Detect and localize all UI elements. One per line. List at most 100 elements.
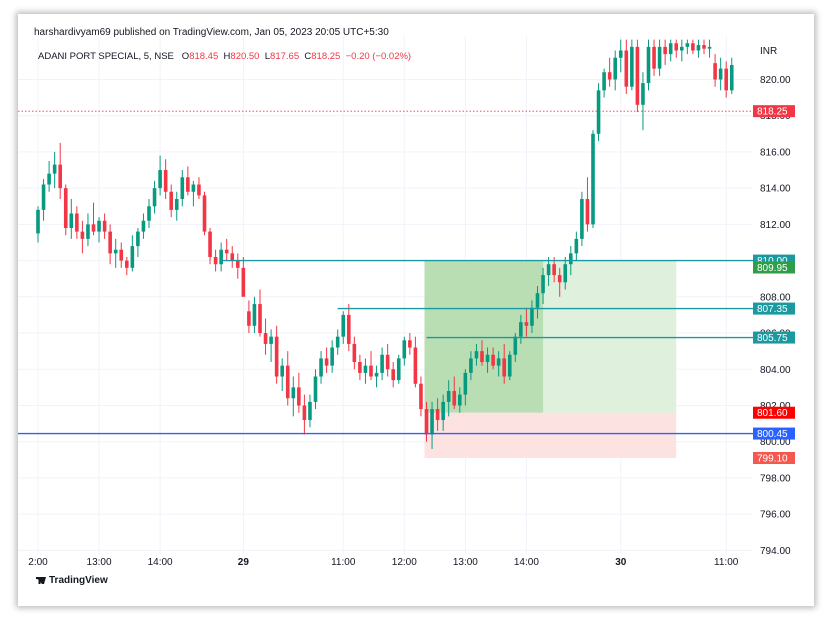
candle[interactable] xyxy=(374,365,379,388)
candle[interactable] xyxy=(180,170,185,207)
candle[interactable] xyxy=(236,253,240,279)
candle[interactable] xyxy=(602,68,606,98)
candlestick-chart[interactable]: 820.00818.00816.00814.00812.00810.00808.… xyxy=(18,14,814,606)
candle[interactable] xyxy=(507,351,512,381)
candle[interactable] xyxy=(269,329,273,363)
candle[interactable] xyxy=(147,199,151,228)
candle[interactable] xyxy=(402,336,407,366)
candle[interactable] xyxy=(624,39,629,94)
candle[interactable] xyxy=(718,57,723,91)
candle[interactable] xyxy=(291,376,296,417)
candle[interactable] xyxy=(413,336,418,388)
candle[interactable] xyxy=(197,177,201,200)
candle[interactable] xyxy=(646,39,651,91)
candle[interactable] xyxy=(474,343,479,366)
candle[interactable] xyxy=(707,39,712,58)
candle[interactable] xyxy=(580,191,584,247)
candle[interactable] xyxy=(69,199,74,239)
candle[interactable] xyxy=(485,347,490,373)
candle[interactable] xyxy=(302,394,307,435)
candle[interactable] xyxy=(113,238,118,268)
candle[interactable] xyxy=(630,39,634,91)
candle[interactable] xyxy=(285,351,290,406)
candle[interactable] xyxy=(141,213,146,239)
candle[interactable] xyxy=(252,296,257,334)
candle[interactable] xyxy=(41,179,46,221)
candle[interactable] xyxy=(263,318,268,355)
candle[interactable] xyxy=(724,61,728,98)
candle[interactable] xyxy=(230,246,235,268)
candle[interactable] xyxy=(463,369,468,406)
candle[interactable] xyxy=(363,358,368,384)
candle[interactable] xyxy=(435,398,440,431)
candle[interactable] xyxy=(641,72,645,131)
candle[interactable] xyxy=(663,39,667,65)
candle[interactable] xyxy=(108,224,112,265)
candle[interactable] xyxy=(563,256,568,290)
stop-zone[interactable] xyxy=(424,412,677,459)
candle[interactable] xyxy=(352,336,357,370)
candle[interactable] xyxy=(502,343,506,384)
candle[interactable] xyxy=(319,351,323,384)
candle[interactable] xyxy=(130,235,135,272)
candle[interactable] xyxy=(247,300,251,334)
candle[interactable] xyxy=(519,314,523,344)
candle[interactable] xyxy=(546,256,551,286)
candle[interactable] xyxy=(324,347,329,373)
candle[interactable] xyxy=(657,39,662,76)
tradingview-brand[interactable]: TradingView xyxy=(36,575,108,586)
candle[interactable] xyxy=(635,39,640,113)
candle[interactable] xyxy=(557,267,562,297)
candle[interactable] xyxy=(396,354,401,384)
candle[interactable] xyxy=(97,217,101,243)
candle[interactable] xyxy=(202,191,207,236)
candle[interactable] xyxy=(530,300,534,334)
candle[interactable] xyxy=(63,184,68,236)
candle[interactable] xyxy=(213,249,218,272)
candle[interactable] xyxy=(419,376,423,417)
candle[interactable] xyxy=(136,227,140,257)
candle[interactable] xyxy=(469,351,473,381)
candle[interactable] xyxy=(680,39,684,62)
candle[interactable] xyxy=(102,213,107,239)
candle[interactable] xyxy=(313,369,318,410)
candle[interactable] xyxy=(335,329,340,355)
candle[interactable] xyxy=(713,54,717,87)
candle[interactable] xyxy=(163,159,168,200)
candle[interactable] xyxy=(297,372,301,413)
candle[interactable] xyxy=(169,184,173,218)
candle[interactable] xyxy=(491,347,495,370)
candle[interactable] xyxy=(241,256,246,297)
candle[interactable] xyxy=(36,206,40,243)
candle[interactable] xyxy=(591,130,595,228)
candle[interactable] xyxy=(191,180,196,207)
candle[interactable] xyxy=(541,267,545,305)
candle[interactable] xyxy=(219,242,223,272)
candle[interactable] xyxy=(391,362,395,388)
candle[interactable] xyxy=(385,343,390,377)
candle[interactable] xyxy=(125,256,129,276)
candle[interactable] xyxy=(208,227,212,265)
candle[interactable] xyxy=(685,39,690,55)
candle[interactable] xyxy=(674,39,679,58)
candle[interactable] xyxy=(174,191,179,221)
candle[interactable] xyxy=(380,347,384,381)
candle[interactable] xyxy=(186,166,190,196)
candle[interactable] xyxy=(458,387,462,413)
candle[interactable] xyxy=(496,351,501,377)
candle[interactable] xyxy=(224,238,229,261)
candle[interactable] xyxy=(91,202,96,236)
candle[interactable] xyxy=(308,394,312,428)
candle[interactable] xyxy=(341,311,346,344)
candle[interactable] xyxy=(158,155,162,196)
candle[interactable] xyxy=(696,39,701,58)
candle[interactable] xyxy=(358,354,362,381)
candle[interactable] xyxy=(86,213,90,247)
candle[interactable] xyxy=(369,351,373,381)
candle[interactable] xyxy=(596,83,601,142)
candle[interactable] xyxy=(702,39,706,55)
candle[interactable] xyxy=(668,39,673,62)
candle[interactable] xyxy=(52,151,57,189)
candle[interactable] xyxy=(258,289,262,337)
candle[interactable] xyxy=(446,380,451,417)
